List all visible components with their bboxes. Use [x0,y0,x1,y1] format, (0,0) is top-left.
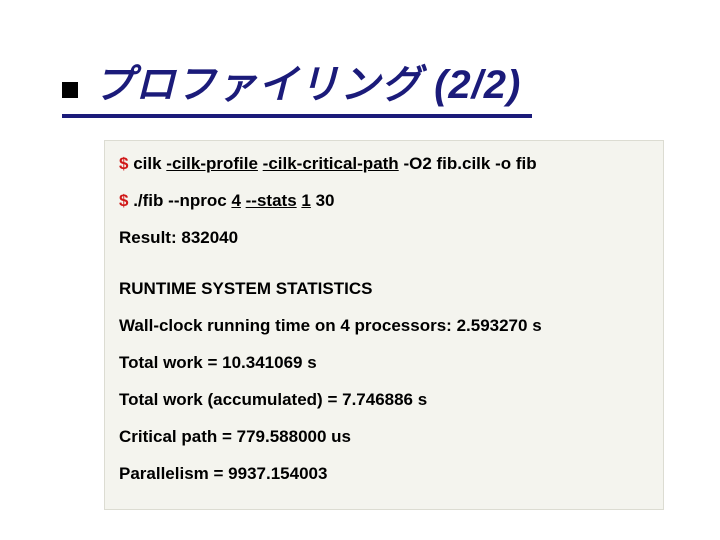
total-work-label: Total work = [119,353,217,372]
stats-header: RUNTIME SYSTEM STATISTICS [119,278,649,301]
total-work-value: 10.341069 s [222,353,317,372]
flag-nproc: --nproc [168,191,227,210]
flag-o: -o [495,154,511,173]
stats-val-b: 30 [316,191,335,210]
terminal-panel: $ cilk -cilk-profile -cilk-critical-path… [104,140,664,510]
cmd-cilk: cilk [133,154,161,173]
prompt-icon: $ [119,191,128,210]
wallclock-label: Wall-clock running time on 4 processors: [119,316,452,335]
slide: プロファイリング (2/2) $ cilk -cilk-profile -cil… [0,0,720,540]
slide-title: プロファイリング (2/2) [94,52,521,110]
critical-path-value: 779.588000 us [237,427,351,446]
flag-stats: --stats [246,191,297,210]
parallelism-label: Parallelism = [119,464,223,483]
cmd-run: ./fib [133,191,163,210]
title-underline [62,114,532,118]
nproc-value: 4 [231,191,240,210]
parallelism-value: 9937.154003 [228,464,327,483]
command-line-1: $ cilk -cilk-profile -cilk-critical-path… [119,153,649,176]
flag-cilk-profile: -cilk-profile [166,154,258,173]
total-work-acc-line: Total work (accumulated) = 7.746886 s [119,389,649,412]
critical-path-line: Critical path = 779.588000 us [119,426,649,449]
wallclock-line: Wall-clock running time on 4 processors:… [119,315,649,338]
result-label: Result: [119,228,177,247]
result-line: Result: 832040 [119,227,649,250]
out-file: fib [516,154,537,173]
result-value: 832040 [181,228,238,247]
prompt-icon: $ [119,154,128,173]
spacer [119,264,649,278]
title-bullet-square-icon [62,82,78,98]
command-line-2: $ ./fib --nproc 4 --stats 1 30 [119,190,649,213]
flag-o2: -O2 [403,154,431,173]
flag-cilk-critical-path: -cilk-critical-path [263,154,399,173]
wallclock-value: 2.593270 s [457,316,542,335]
stats-val-a: 1 [301,191,310,210]
total-work-acc-value: 7.746886 s [342,390,427,409]
src-file: fib.cilk [437,154,491,173]
total-work-line: Total work = 10.341069 s [119,352,649,375]
title-row: プロファイリング (2/2) [62,52,680,110]
critical-path-label: Critical path = [119,427,232,446]
total-work-acc-label: Total work (accumulated) = [119,390,337,409]
parallelism-line: Parallelism = 9937.154003 [119,463,649,486]
